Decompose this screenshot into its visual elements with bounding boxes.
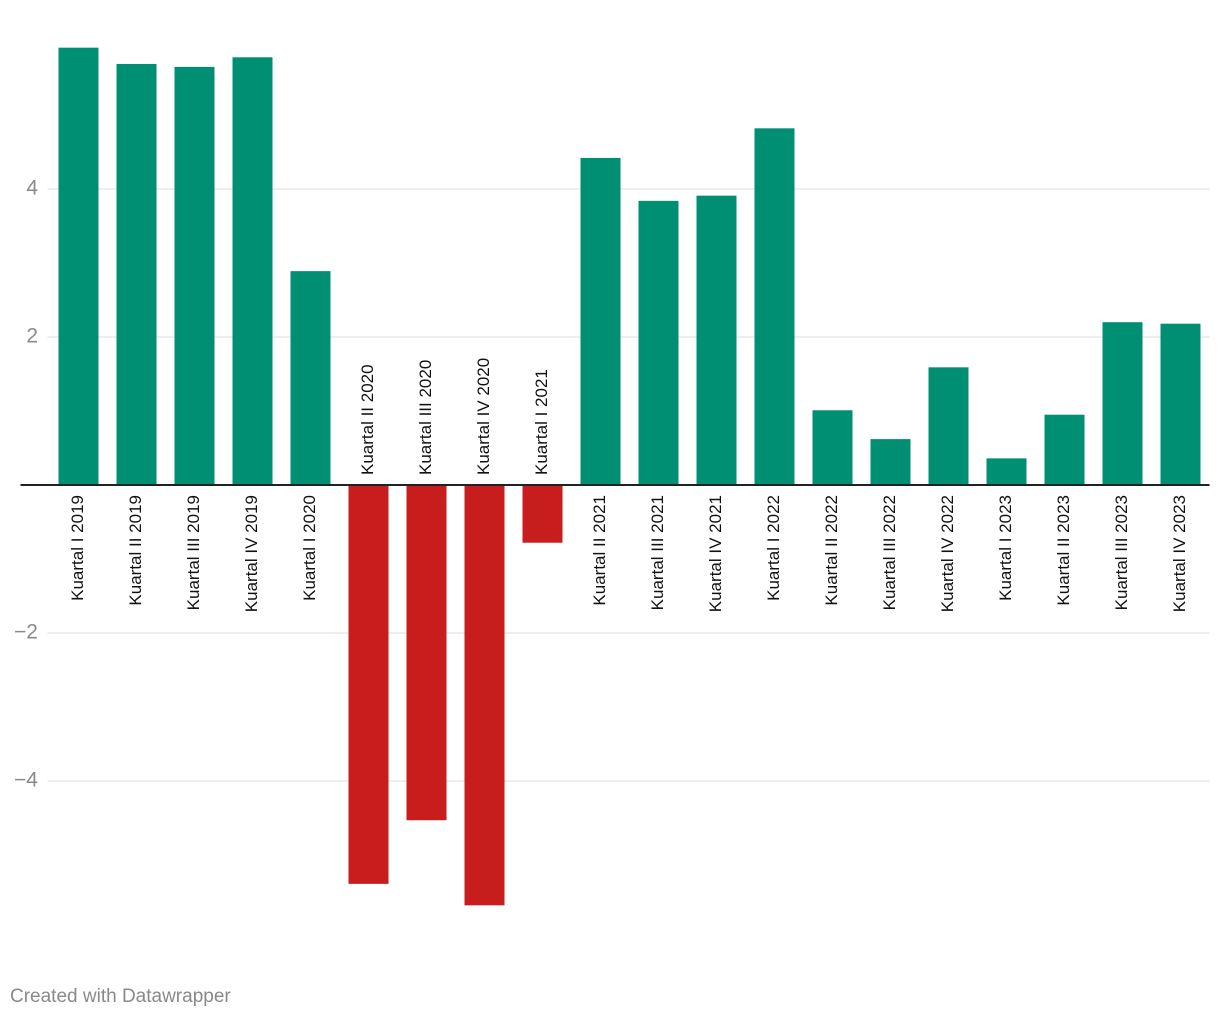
bar xyxy=(1160,323,1201,485)
x-tick-label: Kuartal III 2019 xyxy=(184,495,203,610)
bar xyxy=(522,485,563,543)
bar xyxy=(116,63,157,485)
x-tick-label: Kuartal III 2022 xyxy=(880,495,899,610)
x-tick-label: Kuartal II 2023 xyxy=(1054,495,1073,606)
bar xyxy=(638,200,679,485)
x-tick-label: Kuartal II 2019 xyxy=(126,495,145,606)
bar xyxy=(464,485,505,906)
y-tick-label: 2 xyxy=(26,325,38,348)
x-tick-label: Kuartal IV 2020 xyxy=(474,358,493,475)
bar xyxy=(232,57,273,485)
y-tick-label: −4 xyxy=(14,769,38,792)
bar xyxy=(870,439,911,485)
bar xyxy=(348,485,389,884)
footer: Created with Datawrapper xyxy=(10,986,231,1007)
bar xyxy=(290,271,331,485)
x-tick-label: Kuartal I 2022 xyxy=(764,495,783,601)
bar xyxy=(812,410,853,485)
bar xyxy=(1102,322,1143,485)
bar xyxy=(580,157,621,486)
y-tick-label: −2 xyxy=(14,621,38,644)
bar xyxy=(986,458,1027,485)
bar xyxy=(754,128,795,485)
x-tick-label: Kuartal I 2019 xyxy=(68,495,87,601)
y-tick-label: 4 xyxy=(26,177,38,200)
x-tick-label: Kuartal IV 2022 xyxy=(938,495,957,612)
bar xyxy=(1044,414,1085,485)
bar xyxy=(928,367,969,485)
x-tick-label: Kuartal III 2021 xyxy=(648,495,667,610)
x-tick-label: Kuartal II 2020 xyxy=(358,364,377,475)
x-tick-label: Kuartal I 2023 xyxy=(996,495,1015,601)
x-tick-label: Kuartal II 2022 xyxy=(822,495,841,606)
x-tick-label: Kuartal I 2021 xyxy=(532,369,551,475)
x-tick-label: Kuartal III 2023 xyxy=(1112,495,1131,610)
x-tick-label: Kuartal IV 2019 xyxy=(242,495,261,612)
x-tick-label: Kuartal II 2021 xyxy=(590,495,609,606)
bar xyxy=(696,195,737,485)
bar xyxy=(406,485,447,821)
x-tick-label: Kuartal IV 2021 xyxy=(706,495,725,612)
bar xyxy=(58,47,99,485)
x-tick-label: Kuartal I 2020 xyxy=(300,495,319,601)
x-tick-label: Kuartal III 2020 xyxy=(416,360,435,475)
x-tick-label: Kuartal IV 2023 xyxy=(1170,495,1189,612)
bar xyxy=(174,66,215,486)
